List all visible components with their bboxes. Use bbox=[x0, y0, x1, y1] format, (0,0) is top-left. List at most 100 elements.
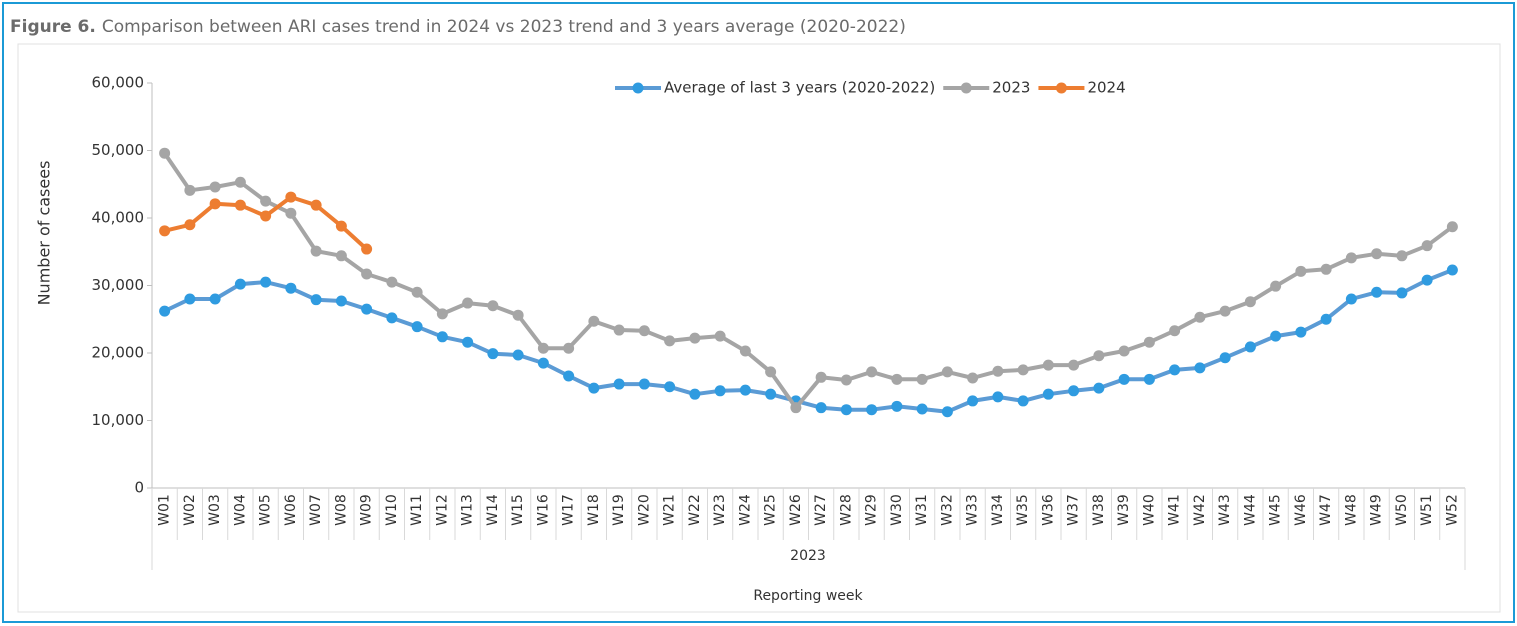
data-point bbox=[664, 381, 676, 393]
data-point bbox=[1270, 330, 1282, 342]
data-point bbox=[512, 349, 524, 361]
x-tick-label: W37 bbox=[1066, 494, 1082, 526]
data-point bbox=[815, 371, 827, 383]
data-point bbox=[638, 325, 650, 337]
x-tick-label: W34 bbox=[990, 494, 1006, 526]
x-tick-label: W44 bbox=[1242, 494, 1258, 526]
x-tick-label: W43 bbox=[1217, 494, 1233, 526]
legend-marker bbox=[1055, 82, 1067, 94]
data-point bbox=[1396, 250, 1408, 262]
x-tick-label: W02 bbox=[182, 494, 198, 526]
data-point bbox=[1295, 326, 1307, 338]
data-point bbox=[310, 199, 322, 211]
data-point bbox=[563, 342, 575, 354]
data-point bbox=[1270, 280, 1282, 292]
data-point bbox=[487, 348, 499, 360]
data-point bbox=[1219, 305, 1231, 317]
data-point bbox=[512, 309, 524, 321]
data-point bbox=[1068, 385, 1080, 397]
data-point bbox=[159, 225, 171, 237]
data-point bbox=[487, 300, 499, 312]
x-tick-label: W05 bbox=[258, 494, 274, 526]
data-point bbox=[310, 294, 322, 306]
data-point bbox=[1345, 252, 1357, 264]
x-tick-label: W09 bbox=[359, 494, 375, 526]
data-point bbox=[941, 406, 953, 418]
data-point bbox=[436, 331, 448, 343]
data-point bbox=[1169, 364, 1181, 376]
data-point bbox=[1421, 240, 1433, 252]
data-point bbox=[1396, 287, 1408, 299]
data-point bbox=[184, 293, 196, 305]
data-point bbox=[638, 378, 650, 390]
data-point bbox=[1244, 296, 1256, 308]
x-tick-label: W36 bbox=[1040, 494, 1056, 526]
chart-title: Figure 6. Comparison between ARI cases tr… bbox=[10, 17, 906, 37]
data-point bbox=[209, 198, 221, 210]
data-point bbox=[209, 181, 221, 193]
data-point bbox=[386, 276, 398, 288]
series-line bbox=[163, 268, 1454, 414]
x-tick-label: W35 bbox=[1015, 494, 1031, 526]
data-point bbox=[1320, 263, 1332, 275]
data-point bbox=[1093, 382, 1105, 394]
x-tick-label: W21 bbox=[662, 494, 678, 526]
data-point bbox=[537, 342, 549, 354]
data-point bbox=[992, 365, 1004, 377]
data-point bbox=[840, 374, 852, 386]
legend-marker bbox=[960, 82, 972, 94]
data-point bbox=[462, 336, 474, 348]
data-point bbox=[1042, 388, 1054, 400]
data-point bbox=[310, 245, 322, 257]
x-tick-label: W17 bbox=[561, 494, 577, 526]
x-tick-label: W16 bbox=[535, 494, 551, 526]
data-point bbox=[1143, 373, 1155, 385]
data-point bbox=[159, 147, 171, 159]
data-point bbox=[411, 286, 423, 298]
x-tick-label: W24 bbox=[737, 494, 753, 526]
x-tick-label: W19 bbox=[611, 494, 627, 526]
data-point bbox=[1446, 221, 1458, 233]
data-point bbox=[891, 400, 903, 412]
title-label: Figure 6. bbox=[10, 17, 96, 37]
data-point bbox=[184, 184, 196, 196]
data-point bbox=[714, 330, 726, 342]
data-point bbox=[866, 404, 878, 416]
data-point bbox=[1371, 248, 1383, 260]
data-point bbox=[1118, 345, 1130, 357]
data-point bbox=[361, 268, 373, 280]
data-point bbox=[159, 305, 171, 317]
data-point bbox=[1219, 352, 1231, 364]
data-point bbox=[1320, 313, 1332, 325]
x-tick-label: W18 bbox=[586, 494, 602, 526]
x-tick-label: W12 bbox=[434, 494, 450, 526]
x-tick-label: W01 bbox=[157, 494, 173, 526]
y-axis-label: Number of casees bbox=[35, 161, 54, 306]
y-tick-label: 30,000 bbox=[92, 276, 145, 294]
x-tick-label: W47 bbox=[1318, 494, 1334, 526]
data-point bbox=[689, 332, 701, 344]
data-point bbox=[1244, 341, 1256, 353]
data-point bbox=[335, 250, 347, 262]
y-tick-label: 10,000 bbox=[92, 411, 145, 429]
data-point bbox=[209, 293, 221, 305]
data-point bbox=[335, 220, 347, 232]
data-point bbox=[1068, 359, 1080, 371]
data-point bbox=[462, 297, 474, 309]
data-point bbox=[613, 324, 625, 336]
data-point bbox=[967, 395, 979, 407]
data-point bbox=[916, 403, 928, 415]
x-tick-label: W49 bbox=[1369, 494, 1385, 526]
data-point bbox=[234, 278, 246, 290]
x-tick-label: W38 bbox=[1091, 494, 1107, 526]
plot-frame bbox=[17, 43, 1501, 613]
y-tick-label: 0 bbox=[134, 479, 144, 497]
data-point bbox=[739, 384, 751, 396]
x-tick-label: W31 bbox=[914, 494, 930, 526]
y-tick-label: 50,000 bbox=[92, 141, 145, 159]
x-tick-label: W52 bbox=[1444, 494, 1460, 526]
x-tick-label: W51 bbox=[1419, 494, 1435, 526]
x-tick-label: W28 bbox=[838, 494, 854, 526]
data-point bbox=[1093, 350, 1105, 362]
title-text: Comparison between ARI cases trend in 20… bbox=[102, 17, 906, 37]
